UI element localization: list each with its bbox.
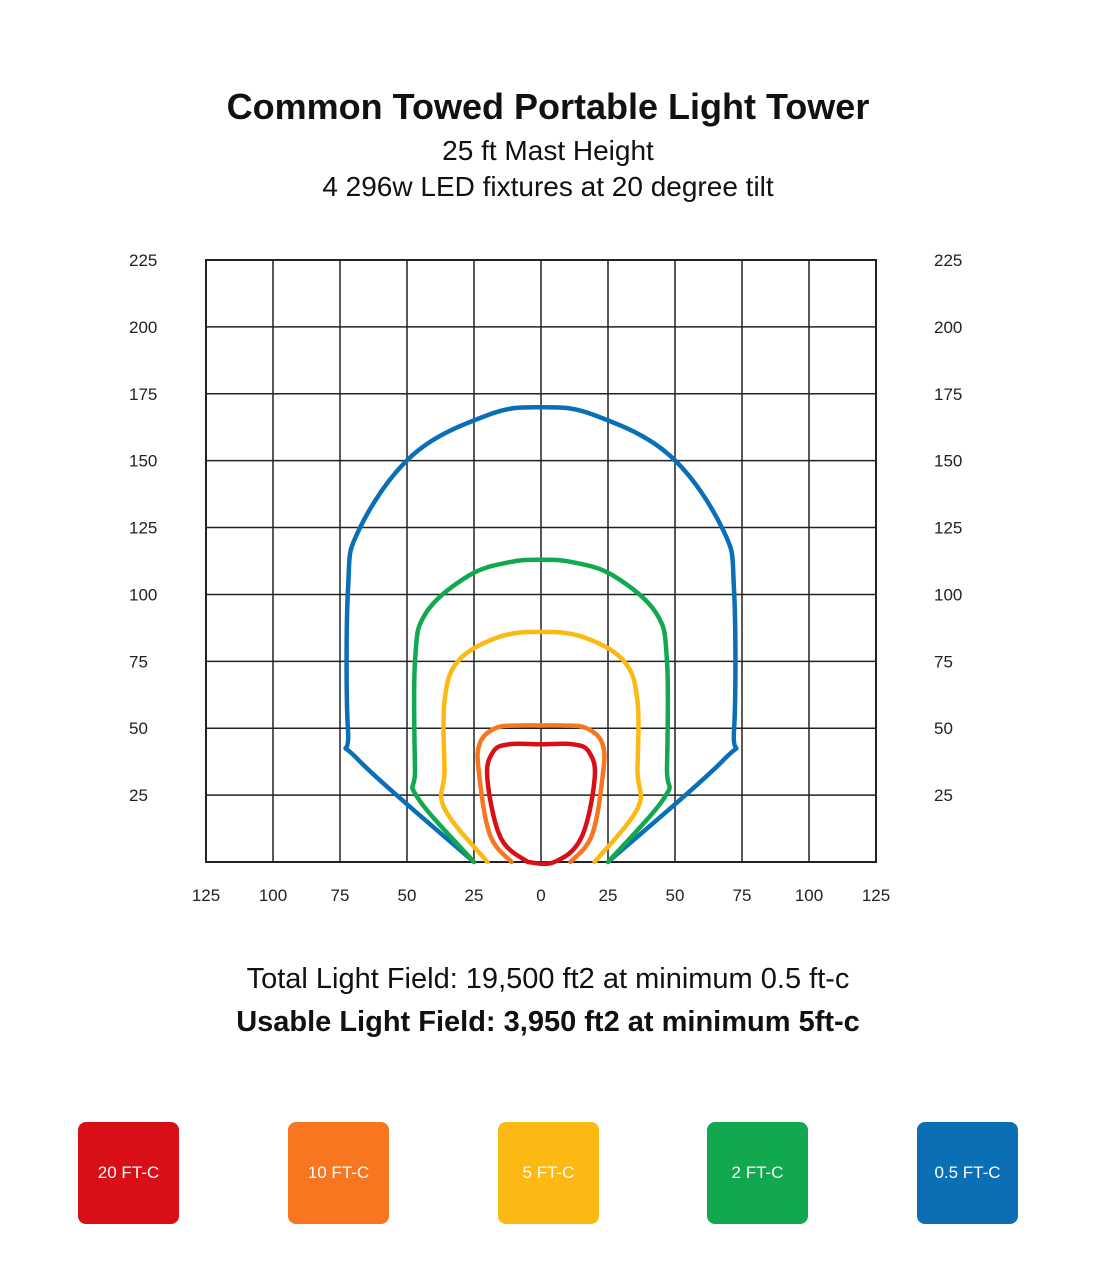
y-tick-label-left: 75 xyxy=(129,652,148,671)
x-tick-label: 100 xyxy=(795,886,823,905)
x-tick-label: 75 xyxy=(331,886,350,905)
y-tick-label-right: 50 xyxy=(934,719,953,738)
y-tick-label-right: 75 xyxy=(934,652,953,671)
x-tick-label: 25 xyxy=(465,886,484,905)
photometric-chart: 125 100 75 50 25 0 25 50 75 100 125 25 25 50 50 75 75 100… xyxy=(129,251,962,905)
legend-label-05-ftc: 0.5 FT-C xyxy=(934,1163,1001,1182)
y-tick-label-left: 100 xyxy=(129,585,157,604)
isolux-curve-0-5-ft-c xyxy=(343,404,739,865)
legend-label-20-ftc: 20 FT-C xyxy=(97,1163,160,1182)
y-tick-label-right: 200 xyxy=(934,318,962,337)
y-tick-label-left: 50 xyxy=(129,719,148,738)
x-tick-label: 125 xyxy=(862,886,890,905)
axis-tick-labels: 125 100 75 50 25 0 25 50 75 100 125 25 25 50 50 75 75 100… xyxy=(129,251,962,905)
y-tick-label-right: 175 xyxy=(934,385,962,404)
y-tick-label-left: 150 xyxy=(129,452,157,471)
x-tick-label: 0 xyxy=(536,886,545,905)
isolux-curve-2-ft-c xyxy=(410,557,672,865)
legend-label-2-ftc: 2 FT-C xyxy=(731,1163,784,1182)
x-tick-label: 100 xyxy=(259,886,287,905)
legend: 20 FT-C 10 FT-C 5 FT-C 2 FT-C 0.5 FT-C xyxy=(0,1122,1096,1224)
legend-item-5-ftc: 5 FT-C xyxy=(498,1122,599,1224)
legend-label-10-ftc: 10 FT-C xyxy=(307,1163,370,1182)
y-tick-label-left: 125 xyxy=(129,519,157,538)
y-tick-label-left: 175 xyxy=(129,385,157,404)
chart-subtitle-fixtures: 4 296w LED fixtures at 20 degree tilt xyxy=(322,171,774,202)
total-light-field-text: Total Light Field: 19,500 ft2 at minimum… xyxy=(246,963,850,995)
chart-subtitle-mast-height: 25 ft Mast Height xyxy=(442,135,654,166)
y-tick-label-right: 25 xyxy=(934,786,953,805)
legend-item-05-ftc: 0.5 FT-C xyxy=(917,1122,1018,1224)
y-tick-label-left: 25 xyxy=(129,786,148,805)
y-tick-label-right: 125 xyxy=(934,519,962,538)
x-tick-label: 75 xyxy=(733,886,752,905)
legend-label-5-ftc: 5 FT-C xyxy=(522,1163,575,1182)
x-tick-label: 50 xyxy=(398,886,417,905)
isolux-curve-20-ft-c xyxy=(484,741,598,867)
legend-item-2-ftc: 2 FT-C xyxy=(707,1122,808,1224)
y-tick-label-right: 225 xyxy=(934,251,962,270)
chart-title: Common Towed Portable Light Tower xyxy=(226,86,870,127)
y-tick-label-left: 200 xyxy=(129,318,157,337)
y-tick-label-left: 225 xyxy=(129,251,157,270)
isolux-curves xyxy=(343,404,739,867)
legend-item-10-ftc: 10 FT-C xyxy=(288,1122,389,1224)
x-tick-label: 125 xyxy=(192,886,220,905)
usable-light-field-text: Usable Light Field: 3,950 ft2 at minimum… xyxy=(236,1006,860,1038)
isolux-curve-5-ft-c xyxy=(438,629,644,865)
x-tick-label: 50 xyxy=(666,886,685,905)
x-tick-label: 25 xyxy=(599,886,618,905)
legend-item-20-ftc: 20 FT-C xyxy=(78,1122,179,1224)
isolux-curve-10-ft-c xyxy=(475,723,607,865)
y-tick-label-right: 150 xyxy=(934,452,962,471)
y-tick-label-right: 100 xyxy=(934,585,962,604)
